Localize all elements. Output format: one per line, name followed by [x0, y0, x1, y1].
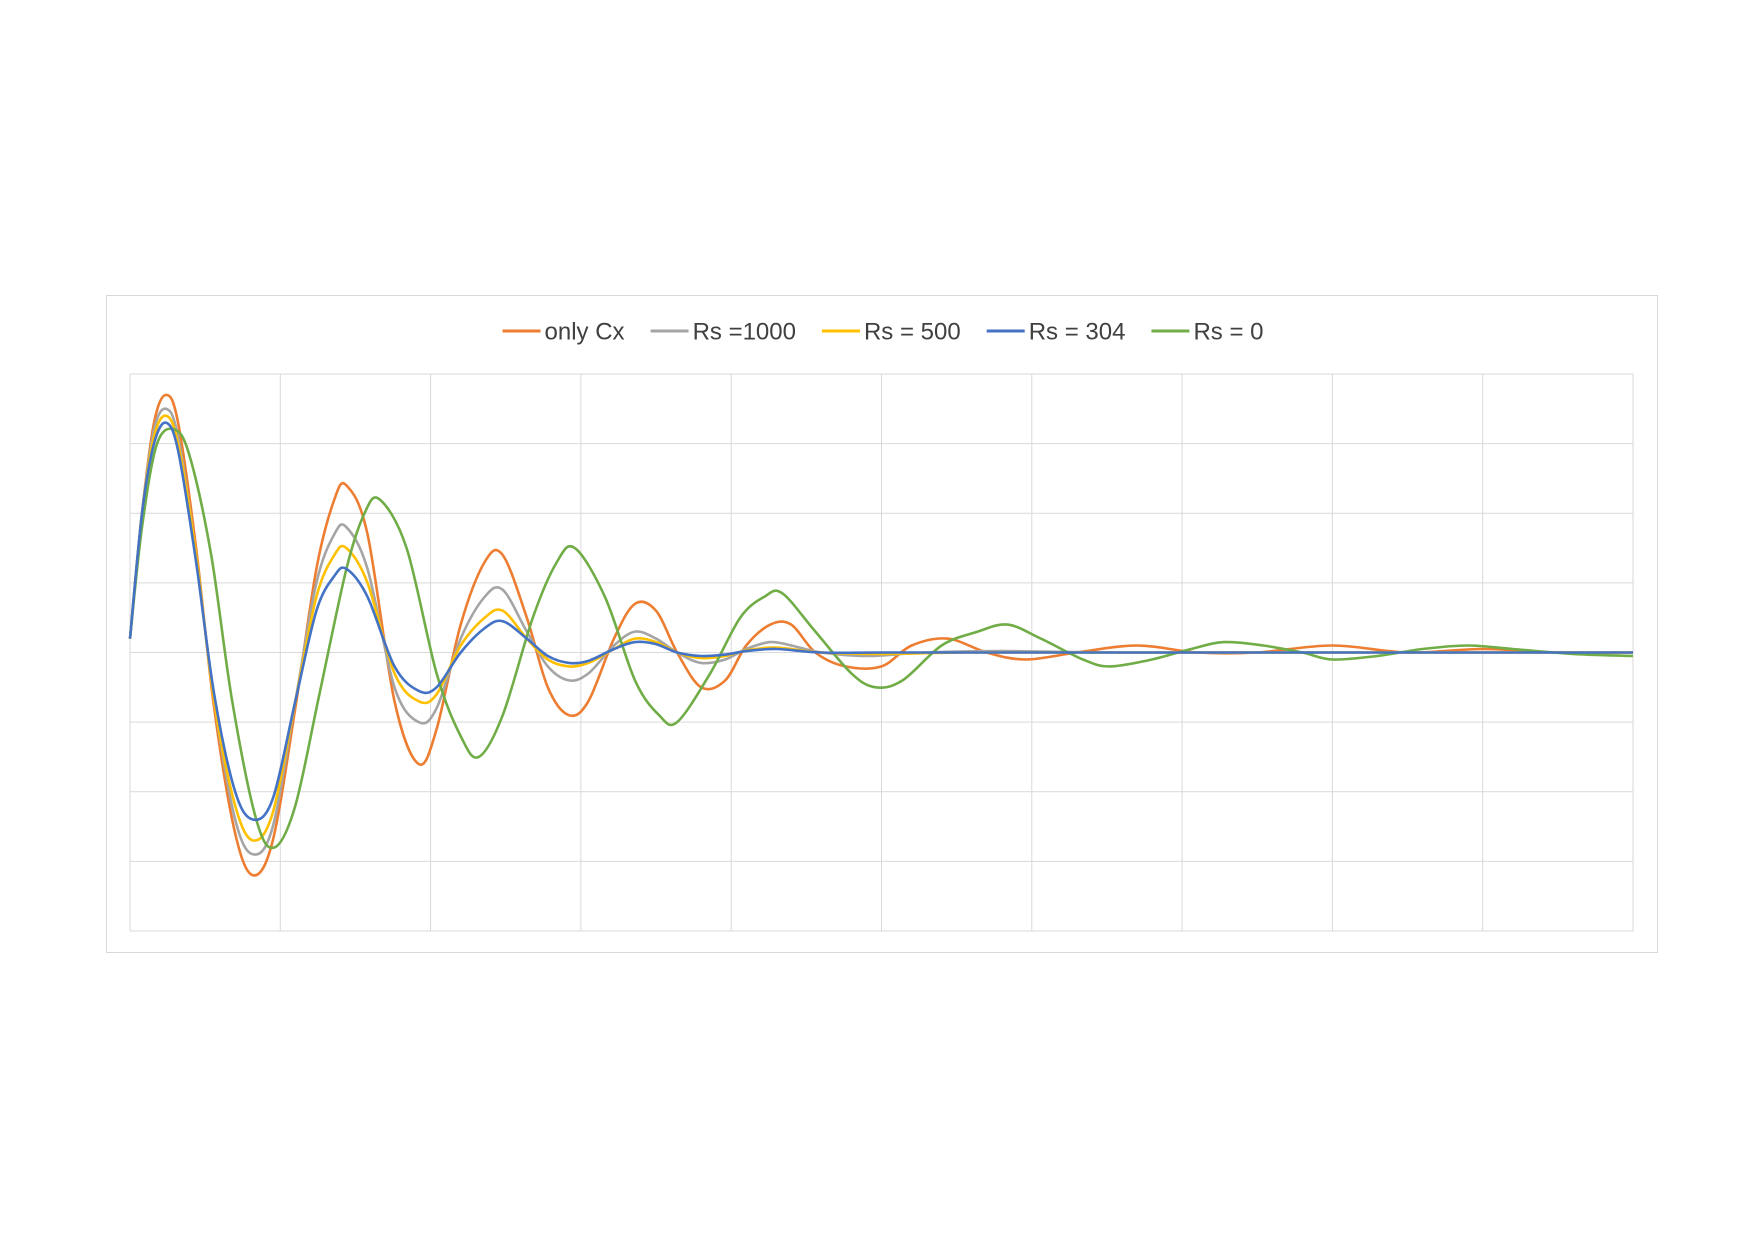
series-lines: [128, 393, 1634, 877]
chart-svg: only Cx Rs =1000 Rs = 500 Rs = 304 Rs = 0: [128, 318, 1634, 932]
chart-container: only Cx Rs =1000 Rs = 500 Rs = 304 Rs = 0: [106, 295, 1658, 953]
legend-item-4: Rs = 0: [1151, 318, 1263, 345]
series-line-4: [128, 427, 1634, 850]
legend-label: Rs = 0: [1193, 318, 1263, 345]
legend-label: Rs = 500: [864, 318, 961, 345]
legend-item-2: Rs = 500: [821, 318, 961, 345]
legend-item-1: Rs =1000: [650, 318, 796, 345]
series-line-3: [128, 421, 1633, 822]
legend-item-3: Rs = 304: [986, 318, 1126, 345]
legend: only Cx Rs =1000 Rs = 500 Rs = 304 Rs = 0: [502, 318, 1263, 345]
series-line-0: [128, 393, 1634, 877]
legend-label: only Cx: [545, 318, 625, 345]
legend-item-0: only Cx: [502, 318, 625, 345]
legend-label: Rs = 304: [1029, 318, 1126, 345]
legend-label: Rs =1000: [693, 318, 796, 345]
